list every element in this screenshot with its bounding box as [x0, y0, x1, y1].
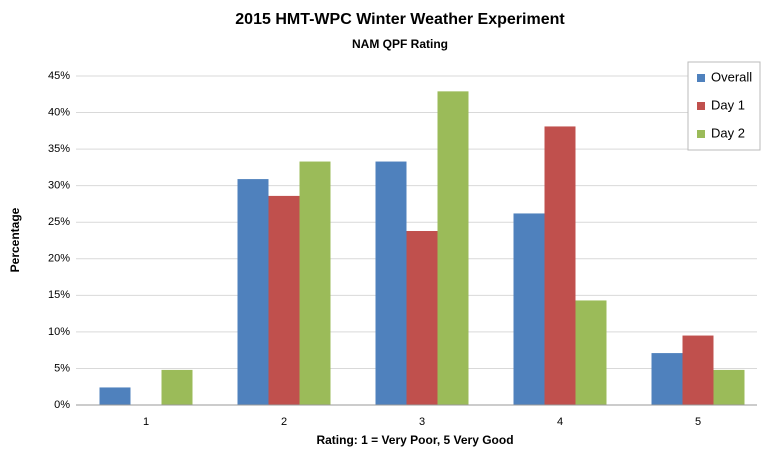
legend-swatch: [697, 102, 705, 110]
bar: [544, 126, 576, 406]
y-tick-label: 10%: [48, 326, 70, 338]
bar: [237, 179, 269, 405]
y-tick-label: 35%: [48, 143, 70, 155]
bar: [437, 91, 469, 405]
y-tick-label: 30%: [48, 180, 70, 192]
legend-label: Overall: [711, 69, 752, 84]
legend-label: Day 2: [711, 125, 745, 140]
bar: [268, 195, 300, 405]
bar: [375, 161, 407, 405]
y-axis-label: Percentage: [8, 207, 22, 272]
y-tick-label: 40%: [48, 106, 70, 118]
bar: [406, 230, 438, 405]
y-tick-label: 25%: [48, 216, 70, 228]
y-tick-label: 45%: [48, 70, 70, 82]
bar: [513, 213, 545, 405]
y-tick-label: 0%: [54, 399, 70, 411]
bar: [713, 369, 745, 405]
bar: [575, 300, 607, 405]
legend-swatch: [697, 130, 705, 138]
legend-label: Day 1: [711, 97, 745, 112]
bar: [651, 353, 683, 405]
y-tick-label: 15%: [48, 289, 70, 301]
y-tick-label: 5%: [54, 362, 70, 374]
x-tick-label: 4: [557, 416, 563, 428]
bar: [299, 161, 331, 405]
x-tick-label: 2: [281, 416, 287, 428]
chart-title: 2015 HMT-WPC Winter Weather Experiment: [235, 11, 565, 28]
y-tick-label: 20%: [48, 253, 70, 265]
x-tick-label: 3: [419, 416, 425, 428]
bar: [682, 335, 714, 405]
bar: [161, 369, 193, 405]
legend-swatch: [697, 74, 705, 82]
x-tick-label: 5: [695, 416, 701, 428]
x-tick-label: 1: [143, 416, 149, 428]
x-axis-label: Rating: 1 = Very Poor, 5 Very Good: [316, 433, 513, 447]
bar: [99, 387, 131, 405]
chart-subtitle: NAM QPF Rating: [352, 37, 448, 51]
